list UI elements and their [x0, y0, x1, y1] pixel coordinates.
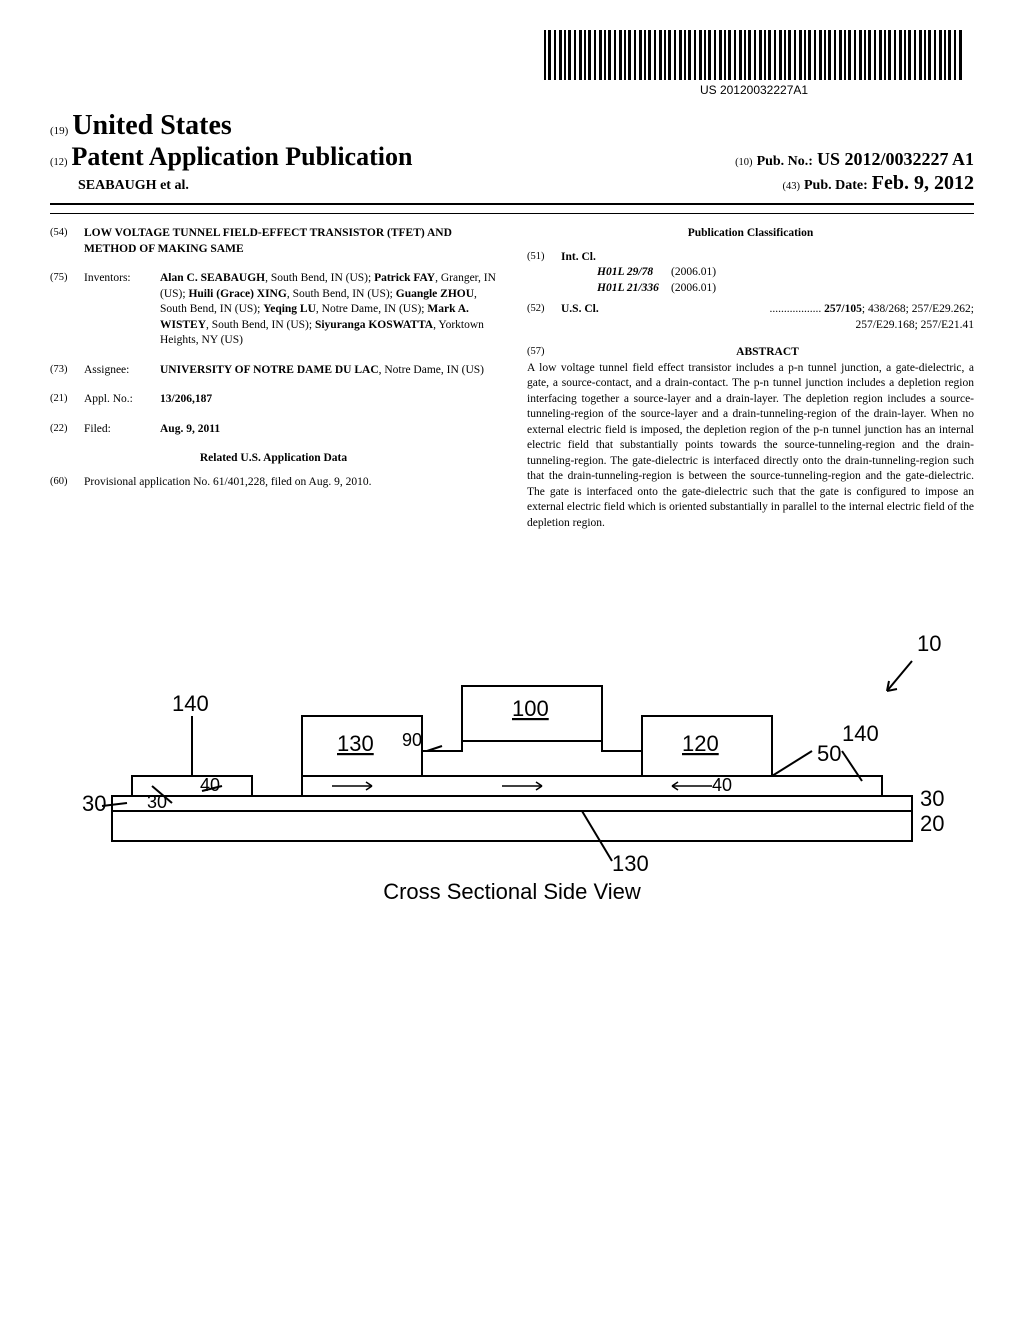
pub-date-value: Feb. 9, 2012 — [872, 172, 974, 194]
publication-title: Patent Application Publication — [72, 142, 413, 171]
section-51-intcl: (51) Int. Cl. H01L 29/78 (2006.01) H01L … — [527, 250, 974, 297]
divider-thick — [50, 203, 974, 205]
section-73-assignee: (73) Assignee: UNIVERSITY OF NOTRE DAME … — [50, 363, 497, 379]
fig-label-140b: 140 — [842, 721, 879, 746]
right-column: Publication Classification (51) Int. Cl.… — [527, 226, 974, 531]
provisional-text: Provisional application No. 61/401,228, … — [84, 475, 497, 491]
divider-thin — [50, 213, 974, 214]
invention-title: LOW VOLTAGE TUNNEL FIELD-EFFECT TRANSIST… — [84, 226, 497, 257]
assignee-name: UNIVERSITY OF NOTRE DAME DU LAC — [160, 364, 379, 376]
section-75-inventors: (75) Inventors: Alan C. SEABAUGH, South … — [50, 271, 497, 349]
fig-label-40a: 40 — [200, 775, 220, 795]
barcode-text: US 20120032227A1 — [544, 83, 964, 97]
code-54: (54) — [50, 226, 84, 257]
fig-label-100: 100 — [512, 696, 549, 721]
intcl-code-1: H01L 21/336 — [561, 281, 671, 297]
label-applno: Appl. No.: — [84, 392, 160, 408]
barcode-graphic — [544, 30, 964, 80]
fig-label-10: 10 — [917, 631, 941, 656]
fig-label-140a: 140 — [172, 691, 209, 716]
left-column: (54) LOW VOLTAGE TUNNEL FIELD-EFFECT TRA… — [50, 226, 497, 531]
label-assignee: Assignee: — [84, 363, 160, 379]
code-21: (21) — [50, 392, 84, 408]
label-intcl: Int. Cl. — [561, 251, 596, 263]
label-uscl: U.S. Cl. — [561, 303, 599, 315]
pub-num-value: US 2012/0032227 A1 — [817, 149, 974, 169]
intcl-row-1: H01L 21/336 (2006.01) — [561, 281, 974, 297]
code-73: (73) — [50, 363, 84, 379]
fig-label-130b: 130 — [612, 851, 649, 871]
code-75: (75) — [50, 271, 84, 349]
fig-label-120: 120 — [682, 731, 719, 756]
code-60: (60) — [50, 475, 84, 491]
intcl-year-1: (2006.01) — [671, 281, 716, 297]
intcl-code-0: H01L 29/78 — [561, 265, 671, 281]
country: United States — [72, 110, 231, 141]
inventors-list: Alan C. SEABAUGH, South Bend, IN (US); P… — [160, 271, 497, 349]
assignee-value: UNIVERSITY OF NOTRE DAME DU LAC, Notre D… — [160, 363, 497, 379]
applno-value: 13/206,187 — [160, 393, 212, 405]
section-54-title: (54) LOW VOLTAGE TUNNEL FIELD-EFFECT TRA… — [50, 226, 497, 257]
section-57-abstract-head: (57) ABSTRACT — [527, 345, 974, 361]
cross-section-diagram: 10 100 120 130 140 140 50 40 40 30 30 30… — [72, 611, 952, 871]
filed-value: Aug. 9, 2011 — [160, 423, 220, 435]
header: (19) United States (12) Patent Applicati… — [50, 110, 974, 195]
pub-date-prefix: (43) — [783, 181, 801, 192]
label-filed: Filed: — [84, 422, 160, 438]
section-52-uscl: (52) U.S. Cl. .................. 257/105… — [527, 302, 974, 333]
code-22: (22) — [50, 422, 84, 438]
abstract-text: A low voltage tunnel field effect transi… — [527, 361, 974, 532]
fig-label-90: 90 — [402, 730, 422, 750]
code-52: (52) — [527, 302, 561, 333]
fig-label-50: 50 — [817, 741, 841, 766]
fig-label-130a: 130 — [337, 731, 374, 756]
bibliographic-columns: (54) LOW VOLTAGE TUNNEL FIELD-EFFECT TRA… — [50, 226, 974, 531]
section-21-applno: (21) Appl. No.: 13/206,187 — [50, 392, 497, 408]
intcl-year-0: (2006.01) — [671, 265, 716, 281]
fig-label-20: 20 — [920, 811, 944, 836]
figure-area: 10 100 120 130 140 140 50 40 40 30 30 30… — [50, 611, 974, 905]
figure-caption: Cross Sectional Side View — [50, 879, 974, 905]
related-heading: Related U.S. Application Data — [50, 451, 497, 467]
pub-num-prefix: (10) — [735, 157, 753, 168]
section-22-filed: (22) Filed: Aug. 9, 2011 — [50, 422, 497, 438]
fig-label-30b: 30 — [147, 792, 167, 812]
abstract-heading: ABSTRACT — [736, 346, 799, 358]
uscl-values: .................. 257/105; 438/268; 257… — [599, 302, 974, 333]
classification-heading: Publication Classification — [527, 226, 974, 242]
fig-label-30c: 30 — [920, 786, 944, 811]
code-51: (51) — [527, 250, 561, 297]
authors-header: SEABAUGH et al. — [50, 178, 189, 194]
pub-date-label: Pub. Date: — [804, 178, 868, 193]
label-inventors: Inventors: — [84, 271, 160, 349]
fig-label-30a: 30 — [82, 791, 106, 816]
section-60-provisional: (60) Provisional application No. 61/401,… — [50, 475, 497, 491]
intcl-row-0: H01L 29/78 (2006.01) — [561, 265, 974, 281]
fig-label-40b: 40 — [712, 775, 732, 795]
barcode-block: US 20120032227A1 — [544, 30, 964, 97]
code-57: (57) — [527, 345, 561, 361]
pub-num-label: Pub. No.: — [757, 154, 813, 169]
pub-prefix: (12) — [50, 157, 68, 168]
assignee-location: , Notre Dame, IN (US) — [379, 364, 484, 376]
country-prefix: (19) — [50, 125, 68, 137]
